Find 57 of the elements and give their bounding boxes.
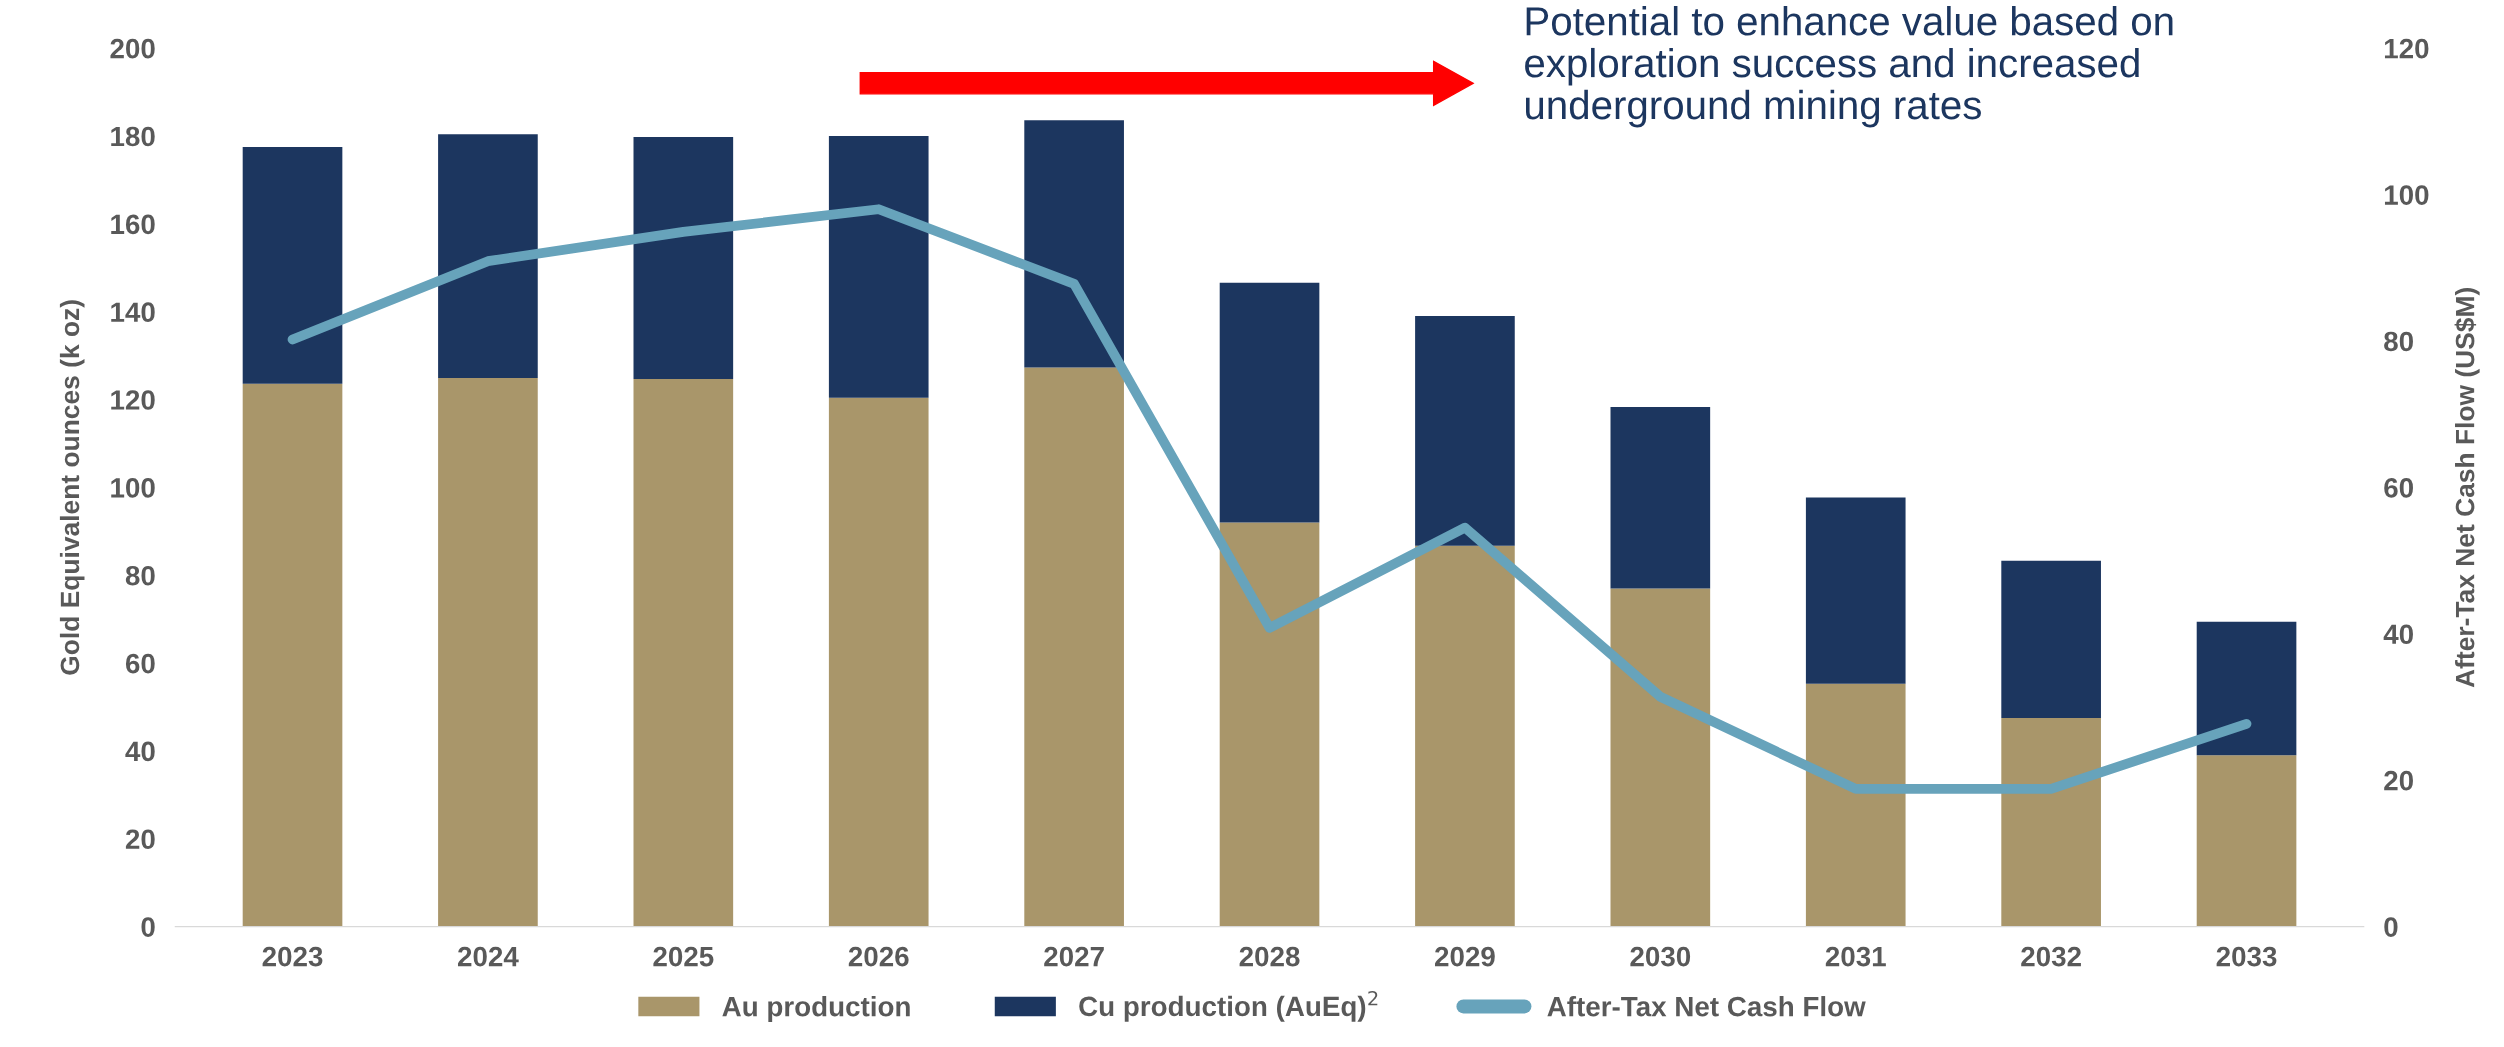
x-tick-label: 2023 [262,946,323,967]
bar [242,146,343,384]
y2-tick-label: 20 [2384,770,2413,791]
y-tick-label: 140 [111,302,155,323]
x-tick-label: 2024 [457,946,519,967]
bar [1024,367,1124,927]
y-tick-label: 120 [111,390,155,410]
y-axis-title: Gold Equivalent ounces (k oz) [59,300,85,675]
y-tick-label: 180 [111,126,155,147]
y2-tick-label: 0 [2384,917,2398,937]
x-tick-label: 2031 [1825,946,1886,967]
bar [1610,407,1711,589]
bar [1805,497,1906,684]
y-tick-label: 100 [111,478,155,498]
bar [2196,621,2297,756]
bar [633,378,734,927]
legend-label: After-Tax Net Cash Flow [1547,996,1866,1017]
x-tick-label: 2029 [1435,946,1495,967]
x-tick-label: 2032 [2021,946,2081,967]
x-tick-label: 2033 [2216,946,2277,967]
x-tick-label: 2028 [1239,946,1300,967]
bar [438,134,538,379]
bar [2001,560,2101,718]
bar [828,136,929,398]
y-tick-label: 80 [125,565,155,586]
bar [438,378,538,927]
x-tick-label: 2030 [1630,946,1691,967]
y-tick-label: 60 [125,653,155,674]
legend-label: Cu production (AuEq)$^{2}$ [1079,990,1378,1022]
y-tick-label: 160 [111,214,155,235]
y2-tick-label: 100 [2384,185,2429,205]
bar [2196,755,2297,927]
bar [1415,316,1515,546]
y2-axis-title: After-Tax Net Cash Flow (US$M) [2454,288,2480,688]
bar [1415,545,1515,927]
bar [1219,522,1320,927]
y2-tick-label: 120 [2384,38,2429,59]
bar [1219,282,1320,523]
y2-tick-label: 40 [2383,624,2413,645]
legend-label: Au production [722,996,910,1022]
y-tick-label: 40 [125,741,155,762]
y2-tick-label: 80 [2384,331,2413,352]
bar [1024,120,1124,368]
bar [1805,683,1906,927]
y-tick-label: 200 [110,38,155,59]
bar [2001,717,2101,927]
y2-tick-label: 60 [2384,478,2413,498]
x-tick-label: 2026 [848,946,909,967]
bar [242,383,343,927]
annotation: Potential to enhance value based on exploration success and increased underground mining rates [1525,6,2173,128]
x-tick-label: 2025 [653,946,714,967]
bar [633,136,734,379]
y-tick-label: 20 [125,829,155,850]
y-tick-label: 0 [141,917,155,937]
x-tick-label: 2027 [1044,946,1104,967]
bar [1610,588,1711,927]
bar [828,397,929,927]
